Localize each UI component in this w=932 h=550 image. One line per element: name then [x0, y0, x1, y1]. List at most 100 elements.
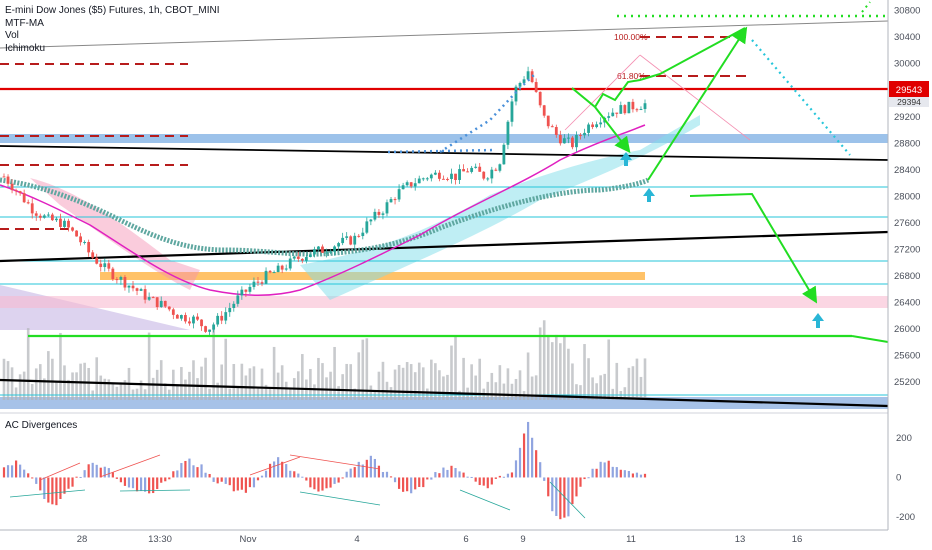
- ac-bar: [381, 472, 385, 478]
- price-tick-label: 28800: [894, 138, 920, 149]
- ac-bar: [639, 474, 643, 478]
- candle-body: [260, 282, 264, 284]
- candle-body: [167, 306, 171, 310]
- ac-bar: [607, 460, 610, 478]
- ac-bar: [490, 477, 493, 485]
- ac-bar: [579, 477, 582, 487]
- candle-body: [272, 272, 276, 274]
- up-arrow-icon: [620, 152, 632, 166]
- volume-bar: [486, 381, 490, 400]
- candle-body: [567, 137, 570, 139]
- time-tick-label: 13:30: [148, 534, 172, 545]
- candle-body: [192, 316, 195, 324]
- volume-bar: [434, 363, 437, 400]
- volume-bar: [22, 371, 26, 400]
- ac-bar: [603, 462, 606, 478]
- ac-bar: [591, 468, 594, 478]
- ac-bar: [87, 464, 90, 478]
- candle-body: [308, 254, 312, 258]
- ac-bar: [502, 476, 505, 478]
- candle-body: [244, 289, 248, 292]
- candle-body: [433, 172, 437, 175]
- subpane-title[interactable]: AC Divergences: [5, 420, 78, 431]
- ac-bar: [474, 477, 477, 482]
- volume-bar: [248, 368, 252, 400]
- ac-bar: [135, 477, 139, 492]
- time-axis[interactable]: [0, 529, 932, 550]
- candle-body: [71, 227, 74, 231]
- candle-body: [337, 243, 341, 247]
- candle-body: [591, 124, 594, 128]
- candle-body: [147, 297, 151, 300]
- candle-body: [14, 190, 18, 192]
- volume-bar: [119, 382, 123, 400]
- ac-bar: [103, 466, 106, 478]
- volume-bar: [611, 388, 615, 400]
- volume-bar: [470, 364, 473, 400]
- ac-bar: [555, 477, 558, 516]
- volume-bar: [264, 384, 268, 400]
- ac-bar: [43, 477, 46, 499]
- volume-bar: [212, 327, 215, 400]
- candle-body: [107, 263, 111, 269]
- ac-axis-ticks: 200 0 -200: [896, 433, 915, 523]
- ac-bar: [289, 470, 292, 478]
- volume-bar: [95, 357, 99, 400]
- candle-body: [135, 288, 139, 291]
- ac-bar: [192, 465, 195, 478]
- ac-bar: [240, 477, 243, 490]
- price-axis-ticks: 3080030400300002960029200288002840028000…: [894, 6, 920, 388]
- volume-bar: [538, 327, 542, 400]
- volume-bar: [184, 379, 187, 400]
- time-tick-label: Nov: [240, 534, 257, 545]
- candle-body: [534, 82, 538, 92]
- ac-bar: [6, 465, 10, 478]
- ac-bar: [285, 464, 288, 478]
- volume-bar: [159, 360, 163, 400]
- ac-bar: [510, 472, 514, 478]
- volume-bar: [607, 339, 611, 400]
- support-zone-upper: [0, 134, 888, 143]
- volume-bar: [369, 385, 373, 400]
- candle-body: [131, 285, 135, 289]
- ac-bar: [264, 470, 268, 478]
- chart-title: E-mini Dow Jones ($5) Futures, 1h, CBOT_…: [5, 5, 220, 16]
- candle-body: [123, 277, 127, 288]
- candle-body: [151, 297, 155, 299]
- candle-body: [30, 203, 34, 214]
- ac-bar: [200, 464, 203, 478]
- ac-bar: [268, 463, 272, 478]
- ac-bar: [434, 472, 437, 478]
- candle-body: [2, 176, 6, 178]
- candle-body: [429, 174, 433, 179]
- candle-body: [446, 178, 449, 180]
- volume-bar: [643, 358, 647, 400]
- volume-bar: [341, 374, 344, 400]
- volume-bar: [518, 370, 522, 400]
- volume-bar: [389, 387, 393, 400]
- volume-bar: [413, 372, 417, 400]
- candle-body: [377, 211, 381, 215]
- candle-body: [639, 109, 643, 111]
- ac-bar: [27, 473, 30, 478]
- indicator-ichimoku[interactable]: Ichimoku: [5, 42, 46, 54]
- ac-bar: [176, 470, 179, 478]
- volume-bar: [75, 372, 78, 400]
- volume-bar: [591, 377, 594, 400]
- candle-body: [155, 297, 159, 308]
- indicator-vol[interactable]: Vol: [5, 30, 19, 41]
- candle-body: [353, 235, 357, 245]
- candle-body: [329, 251, 332, 253]
- candle-body: [175, 314, 179, 319]
- indicator-mtf-ma[interactable]: MTF-MA: [5, 17, 44, 29]
- ac-bar: [31, 477, 34, 479]
- volume-bar: [595, 383, 598, 400]
- candle-body: [393, 199, 397, 201]
- volume-bar: [579, 385, 582, 400]
- ac-bar: [313, 477, 316, 490]
- ac-bar: [498, 475, 501, 478]
- candle-body: [381, 213, 385, 215]
- candle-body: [349, 236, 353, 245]
- volume-bar: [409, 364, 413, 400]
